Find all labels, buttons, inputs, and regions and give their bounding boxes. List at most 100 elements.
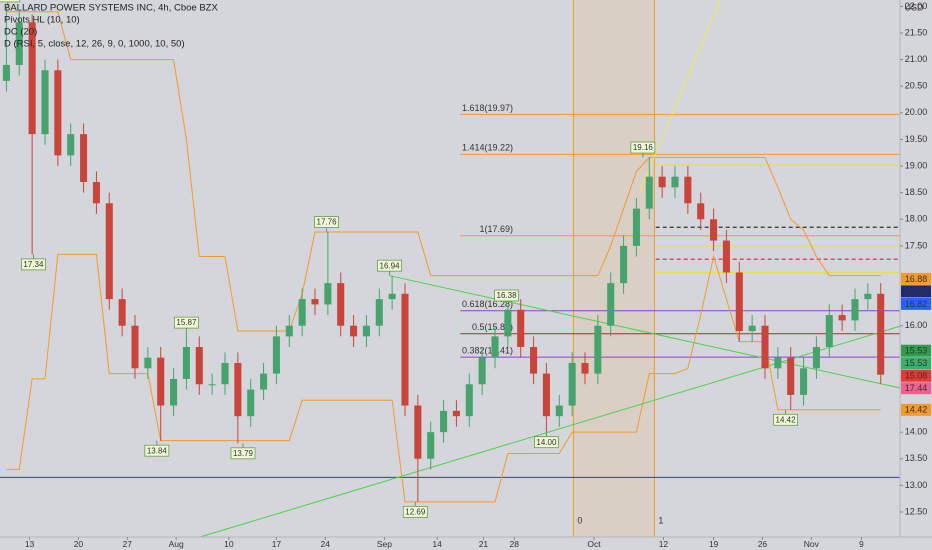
shade-label: 1 (658, 515, 663, 525)
candle-body (118, 299, 126, 326)
candle-body (144, 357, 152, 369)
pivot-box (630, 141, 656, 154)
candle-body (324, 283, 332, 305)
candle-body (54, 70, 62, 156)
price-badge-label: 16.82 (905, 286, 928, 296)
y-tick-label: 12.50 (905, 506, 928, 516)
candle-body (684, 176, 692, 204)
y-tick-label: 20.00 (905, 107, 928, 117)
currency: USD (904, 2, 924, 12)
candle-body (620, 245, 628, 284)
candle-body (234, 362, 242, 417)
pivot-label: 16.94 (380, 261, 401, 270)
dc-lower (6, 253, 881, 503)
x-tick-label: 21 (479, 539, 489, 549)
candle-body (260, 373, 268, 390)
candle-body (92, 182, 100, 204)
candle-body (478, 357, 486, 385)
fib-label: 1(17.69) (479, 224, 513, 234)
candle-body (105, 203, 113, 300)
candle-body (825, 315, 833, 348)
x-tick-label: Aug (169, 539, 184, 549)
pivot-box (377, 259, 402, 272)
price-badge (901, 369, 931, 382)
pivot-label: 17.34 (23, 260, 44, 269)
trendline (199, 325, 901, 538)
candle-body (131, 325, 139, 369)
pivot-label: 15.87 (176, 318, 197, 327)
price-badge-label: 15.08 (905, 371, 928, 381)
price-badge (901, 357, 931, 370)
candle-body (41, 70, 49, 135)
x-tick-label: 26 (758, 539, 768, 549)
x-tick-label: 27 (123, 539, 133, 549)
candle-body (568, 362, 576, 406)
pivot-box (0, 0, 21, 3)
candle-body (414, 405, 422, 459)
indicator-label: DC (20) (4, 27, 37, 38)
y-tick-label: 14.00 (905, 427, 928, 437)
y-tick-label: 22.00 (905, 1, 928, 11)
fib-label: 1.414(19.22) (462, 143, 513, 153)
candle-body (350, 325, 358, 337)
candle-body (774, 357, 782, 369)
candle-body (658, 176, 666, 188)
candle-body (15, 22, 23, 65)
candle-body (298, 299, 306, 326)
pivot-label: 16.38 (497, 291, 518, 300)
candle-body (851, 299, 859, 321)
price-badge-label: 15.53 (905, 346, 928, 356)
price-badge (901, 344, 931, 357)
candle-body (697, 203, 705, 220)
candle-body (671, 176, 679, 188)
x-tick-label: 14 (432, 539, 442, 549)
candle-body (375, 299, 383, 326)
candle-body (594, 325, 602, 374)
pivot-label: 19.16 (633, 143, 654, 152)
x-tick-label: 12 (659, 539, 669, 549)
pivot-box (174, 316, 199, 329)
y-tick-label: 19.50 (905, 134, 928, 144)
x-tick-label: 10 (224, 539, 234, 549)
fib-label: 1.618(19.97) (462, 103, 513, 113)
fib-label: 0.382(15.41) (462, 345, 513, 355)
dc-upper (6, 11, 881, 332)
y-tick-label: 18.50 (905, 187, 928, 197)
candle-body (2, 64, 10, 81)
candle-body (864, 293, 872, 300)
chart-title: BALLARD POWER SYSTEMS INC, 4h, Cboe BZX (4, 3, 218, 14)
y-tick-label: 17.50 (905, 240, 928, 250)
pivot-box (144, 444, 170, 457)
candle-body (607, 283, 615, 326)
candle-body (645, 176, 653, 209)
candle-body (800, 368, 808, 395)
trendline (389, 275, 901, 389)
candle-body (722, 240, 730, 273)
x-tick-label: 17 (272, 539, 282, 549)
shade-region (573, 0, 655, 537)
pivot-box (314, 216, 339, 228)
candle-body (272, 336, 280, 374)
candle-body (465, 384, 473, 417)
y-tick-label: 16.00 (905, 320, 928, 330)
y-tick-label: 20.50 (905, 81, 928, 91)
candle-body (748, 325, 756, 332)
candle-body (555, 405, 563, 417)
candle-body (311, 299, 319, 305)
pivot-label: 14.00 (536, 438, 557, 447)
candle-body (427, 432, 435, 459)
pivot-box (21, 258, 46, 271)
x-tick-label: Nov (804, 539, 820, 549)
pivot-box (494, 289, 519, 302)
candle-body (182, 347, 190, 379)
candle-body (787, 357, 795, 395)
candle-body (632, 208, 640, 246)
candle-body (517, 309, 525, 348)
y-tick-label: 21.50 (905, 27, 928, 37)
candle-body (542, 373, 550, 417)
price-badge-label: 16.82 (905, 299, 928, 309)
pivot-box (230, 447, 256, 460)
pivot-label: 12.69 (405, 507, 426, 516)
candle-body (362, 325, 370, 337)
price-badge-label: 17.44 (905, 383, 928, 393)
